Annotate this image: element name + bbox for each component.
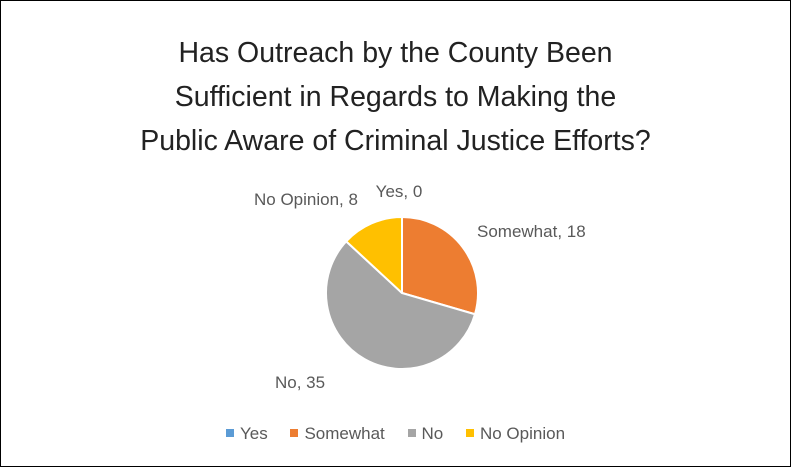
chart-title: Has Outreach by the County Been Sufficie… bbox=[1, 31, 790, 163]
legend-label: Somewhat bbox=[304, 424, 385, 443]
chart-title-line: Has Outreach by the County Been bbox=[178, 37, 613, 69]
legend-item-no-opinion: No Opinion bbox=[465, 424, 566, 444]
data-label-somewhat: Somewhat, 18 bbox=[477, 222, 586, 241]
legend-swatch bbox=[225, 429, 234, 437]
legend-swatch bbox=[465, 429, 474, 437]
legend: Yes Somewhat No No Opinion bbox=[1, 424, 790, 444]
data-label-no-opinion: No Opinion, 8 bbox=[254, 190, 358, 209]
data-label-no: No, 35 bbox=[275, 373, 325, 392]
legend-label: No Opinion bbox=[479, 424, 566, 443]
legend-item-no: No bbox=[407, 424, 444, 444]
legend-label: No bbox=[421, 424, 444, 443]
legend-label: Yes bbox=[239, 424, 268, 443]
pie-slice-somewhat bbox=[401, 216, 479, 316]
legend-item-yes: Yes bbox=[225, 424, 268, 444]
chart-title-line: Sufficient in Regards to Making the bbox=[174, 81, 617, 113]
pie-slice-no bbox=[325, 240, 476, 370]
pie-slice-no-opinion bbox=[345, 216, 403, 294]
chart-title-line: Public Aware of Criminal Justice Efforts… bbox=[140, 125, 651, 157]
legend-swatch bbox=[290, 429, 299, 437]
data-label-yes: Yes, 0 bbox=[376, 182, 423, 201]
legend-swatch bbox=[407, 429, 416, 437]
legend-item-somewhat: Somewhat bbox=[290, 424, 385, 444]
